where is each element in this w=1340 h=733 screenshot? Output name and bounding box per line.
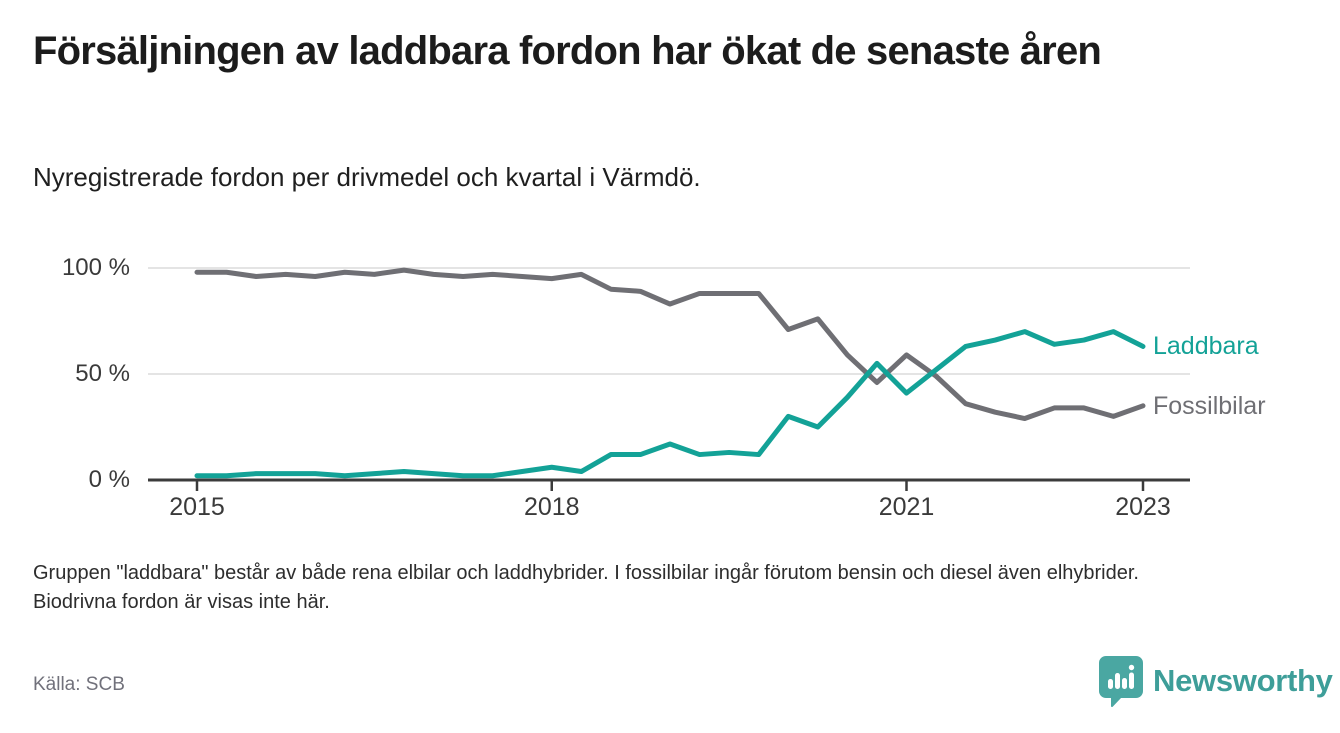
- chart-title: Försäljningen av laddbara fordon har öka…: [33, 29, 1102, 73]
- y-axis-label-100: 100 %: [61, 254, 130, 281]
- newsworthy-logo[interactable]: Newsworthy: [1098, 655, 1333, 707]
- footnote: Gruppen "laddbara" består av både rena e…: [33, 562, 1139, 613]
- series-label-laddbara: Laddbara: [1153, 332, 1259, 361]
- x-axis-label-2018: 2018: [523, 493, 580, 521]
- y-axis-label-50: 50 %: [75, 360, 130, 387]
- newsworthy-wordmark: Newsworthy: [1153, 663, 1333, 698]
- newsworthy-pin-icon: [1099, 656, 1143, 707]
- y-axis-label-0: 0 %: [88, 466, 130, 493]
- source-label: Källa: SCB: [33, 674, 125, 695]
- chart-subtitle: Nyregistrerade fordon per drivmedel och …: [33, 162, 701, 192]
- series-label-fossilbilar: Fossilbilar: [1153, 391, 1266, 420]
- chart-area: 100 % 50 % 0 % 2015 2018 2021 2023 Laddb…: [0, 240, 1340, 540]
- x-axis-label-2023: 2023: [1115, 493, 1171, 521]
- x-axis-label-2015: 2015: [169, 493, 225, 521]
- line-chart: [148, 267, 1190, 491]
- x-axis-label-2021: 2021: [878, 493, 935, 521]
